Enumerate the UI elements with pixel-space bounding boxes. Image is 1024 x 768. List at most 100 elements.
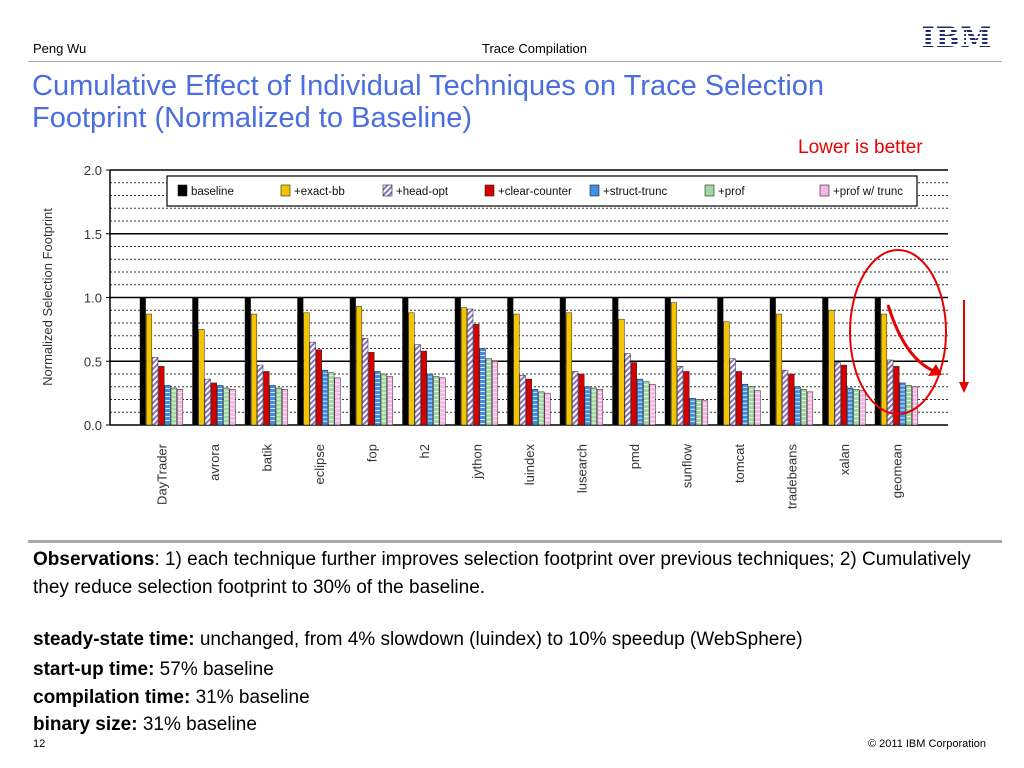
bar-head-opt-luindex [519, 375, 526, 426]
bar-clear-counter-batik [263, 371, 270, 426]
downward-curved-arrow [886, 304, 937, 374]
bar-prof-sunflow [695, 399, 702, 426]
bar-struct-trunc-jython [479, 348, 486, 426]
observations-text: : 1) each technique further improves sel… [33, 549, 971, 598]
bar-prof-w-trunc-eclipse [334, 377, 341, 426]
bar-exact-bb-sunflow [670, 302, 678, 426]
bar-exact-bb-daytrader [145, 313, 153, 426]
lower-is-better-callout: Lower is better [798, 137, 923, 158]
compilation-text: 31% baseline [190, 687, 310, 708]
bar-exact-bb-lusearch [565, 312, 573, 426]
legend-label: +exact-bb [294, 186, 345, 198]
ibm-logo-text: IBM [922, 22, 993, 52]
bar-baseline-daytrader [139, 297, 146, 426]
bar-struct-trunc-daytrader [164, 385, 171, 426]
bar-prof-h2 [433, 376, 440, 426]
category-label: jython [470, 444, 485, 480]
bar-prof-avrora [223, 387, 230, 426]
y-tick-label: 0.5 [84, 354, 102, 369]
category-label: batik [260, 444, 275, 472]
bar-baseline-geomean [874, 297, 881, 426]
bar-struct-trunc-batik [269, 385, 276, 426]
bars [139, 297, 919, 426]
section-divider [28, 540, 1002, 543]
bar-prof-w-trunc-batik [281, 389, 289, 426]
bar-baseline-xalan [822, 297, 829, 426]
slide-title-line-2: Footprint (Normalized to Baseline) [32, 102, 473, 134]
legend-swatch [704, 184, 715, 197]
binary-size-line: binary size: 31% baseline [33, 713, 257, 737]
bar-clear-counter-daytrader [158, 366, 165, 426]
bar-head-opt-sunflow [677, 366, 684, 426]
bar-baseline-batik [244, 297, 251, 426]
bar-head-opt-geomean [887, 359, 894, 426]
bar-baseline-luindex [507, 297, 514, 426]
bar-baseline-h2 [402, 297, 409, 426]
bar-struct-trunc-eclipse [322, 369, 329, 426]
category-label: tradebeans [785, 444, 800, 510]
header-presentation-title: Trace Compilation [482, 41, 588, 56]
bar-prof-w-trunc-sunflow [701, 400, 709, 426]
slide-title: Cumulative Effect of Individual Techniqu… [32, 70, 932, 134]
bar-prof-xalan [853, 389, 860, 426]
bar-clear-counter-eclipse [315, 349, 322, 426]
bar-head-opt-daytrader [152, 357, 159, 426]
bar-exact-bb-pmd [618, 318, 625, 426]
bar-baseline-sunflow [664, 297, 671, 426]
bar-exact-bb-tradebeans [775, 313, 783, 426]
bar-exact-bb-fop [355, 306, 363, 426]
legend-label: +clear-counter [498, 186, 572, 198]
bar-prof-w-trunc-tradebeans [806, 391, 814, 426]
bar-exact-bb-batik [250, 313, 258, 426]
legend-label: +prof [718, 186, 745, 198]
bar-prof-w-trunc-lusearch [596, 389, 604, 426]
legend-swatch [382, 184, 393, 197]
legend-box [166, 175, 918, 207]
binary-size-text: 31% baseline [137, 714, 257, 735]
bar-prof-batik [275, 387, 282, 426]
bar-struct-trunc-sunflow [689, 397, 696, 426]
bar-baseline-lusearch [559, 297, 566, 426]
startup-label: start-up time: [33, 659, 155, 680]
y-tick-label: 1.0 [84, 291, 102, 306]
category-labels: DayTrader avrora batik eclipse fop h2 jython lu… [155, 443, 905, 509]
copyright: © 2011 IBM Corporation [868, 738, 986, 750]
bar-exact-bb-tomcat [723, 321, 730, 426]
bar-clear-counter-fop [368, 352, 375, 426]
legend: baseline +exact-bb +head-opt +clear-counter… [166, 175, 918, 207]
category-label: xalan [837, 444, 852, 475]
category-label: fop [365, 444, 380, 462]
bar-struct-trunc-luindex [532, 389, 539, 426]
bar-clear-counter-luindex [525, 378, 532, 426]
bar-head-opt-jython [467, 308, 474, 426]
bar-prof-lusearch [590, 387, 597, 426]
bar-prof-daytrader [170, 387, 177, 426]
bar-prof-w-trunc-jython [491, 361, 499, 426]
category-label: avrora [207, 443, 222, 481]
bar-clear-counter-xalan [840, 364, 847, 426]
legend-swatch [484, 184, 495, 197]
bar-exact-bb-avrora [198, 329, 205, 426]
bar-prof-fop [380, 373, 387, 426]
legend-swatch [177, 184, 188, 197]
bar-baseline-avrora [192, 297, 199, 426]
y-axis-label: Normalized Selection Footprint [40, 208, 55, 386]
bar-clear-counter-pmd [630, 362, 637, 426]
steady-state-label: steady-state time: [33, 629, 195, 650]
bar-baseline-jython [454, 297, 461, 426]
bar-prof-w-trunc-luindex [544, 392, 551, 426]
category-label: h2 [417, 444, 432, 458]
bar-exact-bb-luindex [513, 313, 520, 426]
steady-state-line: steady-state time: unchanged, from 4% sl… [33, 628, 803, 652]
bar-head-opt-h2 [414, 344, 421, 426]
observations-label: Observations [33, 549, 155, 570]
bar-clear-counter-h2 [420, 350, 427, 426]
legend-label: +prof w/ trunc [833, 186, 903, 198]
bar-baseline-eclipse [297, 297, 304, 426]
bar-clear-counter-tomcat [735, 371, 742, 426]
bar-head-opt-xalan [834, 362, 841, 426]
bar-struct-trunc-avrora [217, 385, 224, 426]
bar-exact-bb-xalan [828, 310, 835, 426]
bar-prof-w-trunc-fop [386, 376, 394, 426]
curved-arrow-head [928, 364, 942, 376]
